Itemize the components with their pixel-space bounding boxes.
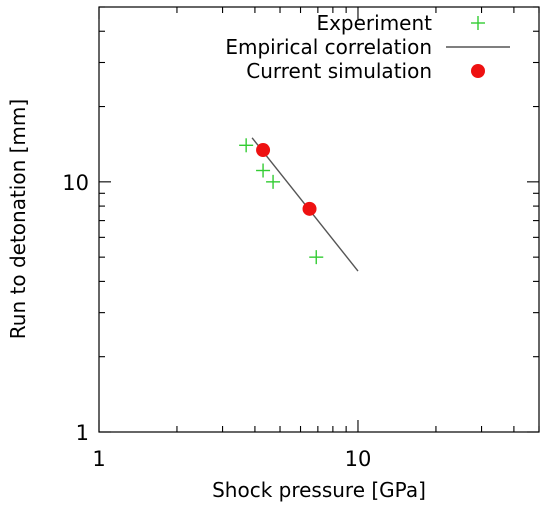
legend-label: Current simulation [246,59,432,83]
plot-frame [98,6,540,433]
data-marks [239,137,359,272]
experiment-point [239,138,254,153]
tick-labels: 1 10 1 10 [62,171,371,471]
y-tick-label: 1 [76,421,89,445]
y-axis-label: Run to detonation [mm] [6,99,30,339]
simulation-point [302,201,317,216]
legend-label: Experiment [316,11,432,35]
legend-swatch-circle [471,64,485,78]
legend-swatch-plus [471,16,485,30]
y-tick-label: 10 [62,171,89,195]
axis-ticks [98,6,540,433]
experiment-point [309,250,324,265]
experiment-point [266,174,281,189]
simulation-point [256,143,271,158]
legend-label: Empirical correlation [225,35,432,59]
experiment-point [256,163,271,178]
x-axis-label: Shock pressure [GPa] [212,478,426,502]
x-tick-label: 10 [345,447,372,471]
x-tick-label: 1 [92,447,105,471]
